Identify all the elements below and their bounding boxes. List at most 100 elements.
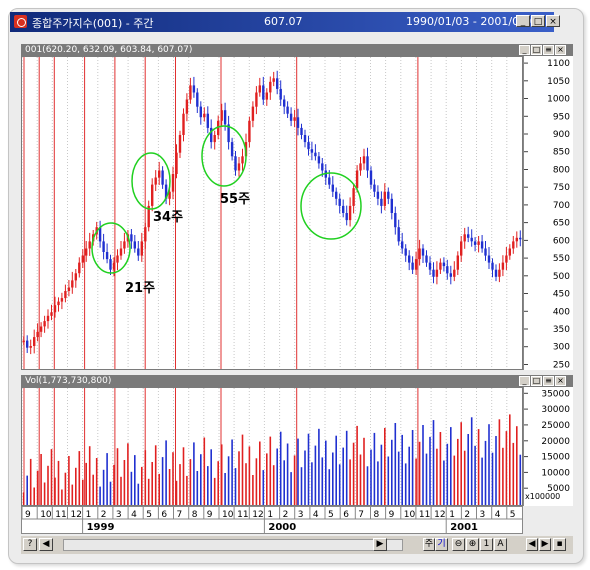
candle-body — [397, 227, 400, 242]
candle-body — [498, 269, 501, 277]
settings-icon[interactable]: ▪ — [553, 538, 566, 551]
minimize-button[interactable]: _ — [516, 15, 530, 27]
candle-body — [359, 163, 362, 171]
help-button[interactable]: ? — [23, 538, 37, 551]
bottom-toolbar: ? ◀ ▶ 주 기 ⊖ ⊕ 1 A ◀ ▶ ▪ — [21, 536, 573, 554]
volume-tick-label: 10000 — [541, 468, 570, 478]
month-label: 5 — [146, 510, 152, 520]
candle-body — [501, 262, 505, 270]
candle-body — [342, 205, 345, 213]
candle-body — [206, 113, 209, 128]
maximize-button[interactable]: □ — [531, 15, 545, 27]
candle-body — [300, 127, 303, 135]
candle-body — [39, 326, 43, 332]
candle-body — [477, 241, 480, 245]
next-page-button[interactable]: ▶ — [539, 538, 551, 551]
candle-body — [116, 255, 119, 263]
vpanel-close-icon[interactable]: × — [555, 376, 566, 386]
candle-body — [491, 262, 494, 270]
panel-restore-icon[interactable]: □ — [531, 45, 542, 55]
month-label: 4 — [495, 510, 501, 520]
close-button[interactable]: × — [546, 15, 560, 27]
volume-tick-label: 15000 — [541, 453, 570, 463]
year-label: 2000 — [268, 522, 296, 533]
candle-body — [463, 234, 466, 242]
candle-body — [307, 142, 310, 150]
volume-tick-label: 20000 — [541, 437, 570, 447]
title-bar[interactable]: 종합주가지수(001) - 주간 607.07 1990/01/03 - 200… — [10, 12, 560, 32]
candle-body — [151, 184, 154, 206]
vpanel-minimize-icon[interactable]: _ — [519, 376, 530, 386]
candle-body — [303, 135, 307, 143]
candle-body — [46, 315, 50, 322]
candle-body — [383, 191, 386, 206]
month-label: 2 — [464, 510, 470, 520]
candle-body — [158, 170, 161, 178]
month-label: 10 — [222, 510, 234, 520]
year-label: 2001 — [450, 522, 478, 533]
highlight-circle — [131, 152, 171, 210]
volume-y-axis: 35000 30000 25000 20000 15000 10000 5000 x10000… — [523, 387, 573, 506]
candle-body — [467, 234, 470, 238]
candle-body — [85, 248, 88, 256]
candle-body — [435, 269, 439, 277]
candle-body — [387, 191, 390, 199]
candle-body — [439, 262, 442, 270]
price-chart-svg — [21, 57, 522, 369]
zoom-in-icon[interactable]: ⊕ — [466, 538, 479, 551]
volume-tick-label: 35000 — [541, 389, 570, 399]
prev-page-button[interactable]: ◀ — [526, 538, 538, 551]
month-label: 12 — [71, 510, 82, 520]
candle-body — [460, 241, 463, 256]
candle-body — [366, 156, 369, 171]
zoom-out-icon[interactable]: ⊖ — [452, 538, 465, 551]
panel-list-icon[interactable]: ≡ — [543, 45, 554, 55]
candle-body — [321, 163, 324, 171]
candle-body — [81, 255, 84, 263]
scroll-left-button[interactable]: ◀ — [39, 538, 53, 551]
candle-body — [67, 287, 71, 291]
price-tick-label: 350 — [553, 325, 570, 335]
title-price: 607.07 — [264, 15, 303, 28]
candle-body — [74, 273, 77, 281]
volume-chart-area[interactable] — [21, 387, 523, 506]
highlight-circle — [91, 222, 131, 274]
price-tick-label: 1100 — [547, 59, 570, 69]
month-label: 6 — [343, 510, 349, 520]
candle-body — [241, 156, 244, 164]
auto-scale-button[interactable]: A — [494, 538, 507, 551]
panel-close-icon[interactable]: × — [555, 45, 566, 55]
price-panel-header: 001(620.20, 632.09, 603.84, 607.07) _ □ … — [21, 44, 573, 56]
scroll-right-button[interactable]: ▶ — [373, 538, 387, 551]
candle-body — [338, 198, 341, 206]
candle-body — [380, 198, 383, 206]
candle-body — [227, 124, 230, 143]
candle-body — [102, 241, 105, 252]
price-chart-area[interactable] — [21, 56, 523, 370]
volume-tick-label: 25000 — [541, 421, 570, 431]
candle-body — [414, 259, 418, 270]
candle-body — [453, 269, 456, 277]
candle-body — [64, 291, 67, 299]
candle-body — [217, 120, 220, 135]
period-select-button[interactable]: 기 — [435, 538, 448, 551]
panel-minimize-icon[interactable]: _ — [519, 45, 530, 55]
horizontal-scrollbar[interactable] — [63, 539, 403, 551]
vpanel-restore-icon[interactable]: □ — [531, 376, 542, 386]
weekly-period-button[interactable]: 주 — [423, 538, 435, 551]
title-date-range: 1990/01/03 - 2001/06/01 — [406, 15, 544, 28]
candle-body — [199, 106, 202, 118]
price-tick-label: 600 — [553, 236, 570, 246]
zoom-reset-button[interactable]: 1 — [480, 538, 493, 551]
candle-body — [154, 177, 157, 185]
candle-body — [248, 120, 251, 143]
candle-body — [425, 255, 428, 263]
month-label: 7 — [358, 510, 364, 520]
month-label: 3 — [116, 510, 122, 520]
candle-body — [140, 241, 143, 256]
candle-body — [369, 170, 373, 185]
candle-body — [109, 259, 112, 270]
vpanel-list-icon[interactable]: ≡ — [543, 376, 554, 386]
price-tick-label: 900 — [553, 130, 570, 140]
candle-body — [289, 113, 293, 121]
